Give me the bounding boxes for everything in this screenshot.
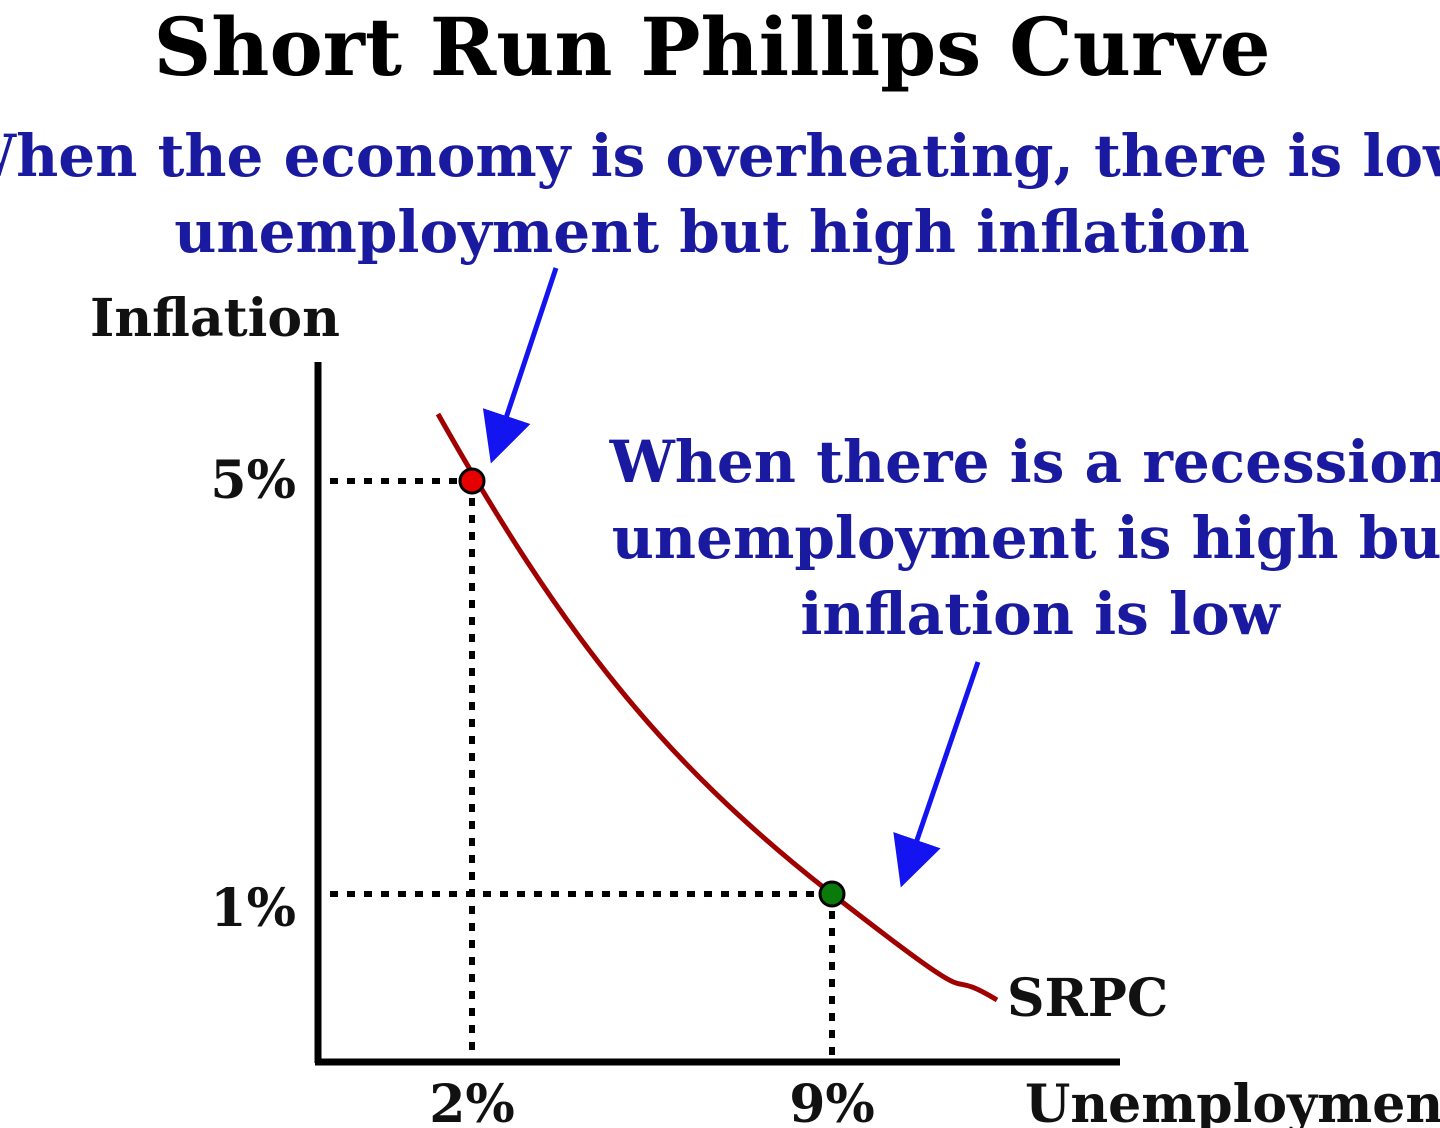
- data-point-low-inflation: [818, 880, 846, 908]
- annotation-arrow-recession: [893, 661, 981, 888]
- annotation-arrow-overheating: [482, 267, 559, 464]
- annotation-overheating-line-1: When the economy is overheating, there i…: [0, 122, 1440, 190]
- annotation-recession-line-3: inflation is low: [800, 580, 1281, 648]
- annotation-recession-line-2: unemployment is high but: [612, 504, 1440, 572]
- data-point-high-inflation: [458, 467, 486, 495]
- annotation-recession-line-1: When there is a recession,: [609, 428, 1440, 496]
- x-tick-9-percent: 9%: [789, 1074, 875, 1128]
- y-tick-5-percent: 5%: [210, 450, 296, 511]
- srpc-label: SRPC: [1007, 968, 1168, 1029]
- y-axis-label: Inflation: [90, 288, 340, 349]
- srpc-curve: [435, 412, 999, 1003]
- y-tick-1-percent: 1%: [210, 878, 296, 939]
- chart-title: Short Run Phillips Curve: [154, 0, 1271, 94]
- x-tick-2-percent: 2%: [429, 1074, 515, 1128]
- annotation-overheating-line-2: unemployment but high inflation: [174, 198, 1249, 266]
- x-axis-label: Unemployment: [1025, 1074, 1440, 1128]
